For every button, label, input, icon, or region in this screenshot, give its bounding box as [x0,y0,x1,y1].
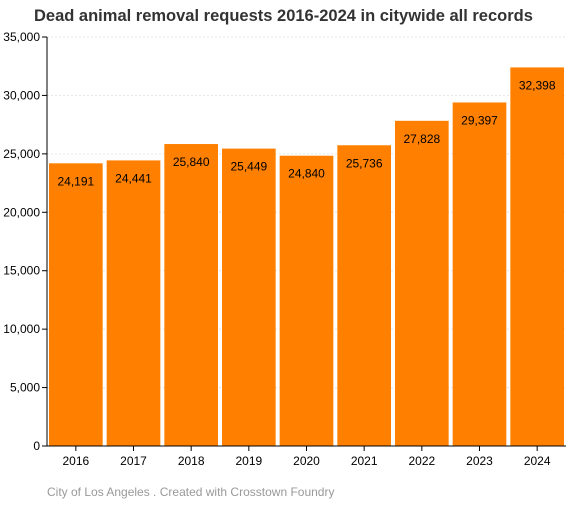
data-label: 25,840 [173,155,210,169]
bar [395,120,449,447]
y-tick-label: 35,000 [3,30,40,44]
credit-text: City of Los Angeles . Created with Cross… [47,485,335,499]
data-label: 24,191 [57,174,94,188]
x-tick-label: 2023 [466,454,493,468]
data-label: 25,736 [346,156,383,170]
x-axis: 2016 2017 2018 2019 2020 2021 2022 2023 2024 [47,445,566,468]
y-axis: 0 5,000 10,000 15,000 20,000 25,000 30,000 35,0… [3,30,48,453]
x-tick-label: 2017 [120,454,147,468]
data-label: 32,398 [519,78,556,92]
x-tick-label: 2016 [62,454,89,468]
bar [337,145,391,446]
bar [279,155,334,446]
y-tick-label: 15,000 [3,264,40,278]
bar [452,102,507,446]
bar [49,163,103,446]
y-tick-label: 20,000 [3,205,40,219]
x-tick-label: 2019 [235,454,262,468]
data-label: 25,449 [230,160,267,174]
x-tick-label: 2021 [351,454,378,468]
data-labels: 24,191 24,441 25,840 25,449 24,840 25,736 27,8… [57,78,555,188]
x-tick-label: 2022 [408,454,435,468]
bar [510,67,564,447]
x-tick-label: 2024 [524,454,551,468]
x-tick-label: 2020 [293,454,320,468]
bar [164,144,218,446]
data-label: 27,828 [403,132,440,146]
data-label: 24,441 [115,171,152,185]
data-label: 29,397 [461,113,498,127]
y-tick-label: 5,000 [10,381,40,395]
bars [49,67,564,447]
data-label: 24,840 [288,167,325,181]
y-tick-label: 30,000 [3,88,40,102]
bar [106,160,161,446]
y-tick-label: 0 [33,439,40,453]
y-tick-label: 10,000 [3,322,40,336]
bar [222,148,276,446]
y-tick-label: 25,000 [3,147,40,161]
chart-title: Dead animal removal requests 2016-2024 i… [34,7,533,25]
x-tick-label: 2018 [178,454,205,468]
